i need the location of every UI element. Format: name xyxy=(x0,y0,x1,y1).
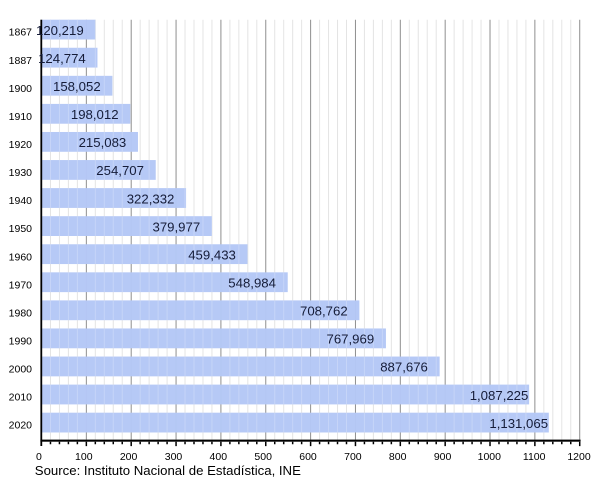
svg-text:2000: 2000 xyxy=(9,364,33,376)
svg-text:Source: Instituto Nacional de: Source: Instituto Nacional de Estadístic… xyxy=(35,463,301,478)
svg-text:379,977: 379,977 xyxy=(153,219,201,234)
svg-text:800: 800 xyxy=(389,451,407,463)
svg-text:1100: 1100 xyxy=(523,451,546,463)
svg-text:2020: 2020 xyxy=(9,420,33,432)
svg-text:900: 900 xyxy=(434,451,452,463)
svg-text:198,012: 198,012 xyxy=(71,107,119,122)
svg-text:1950: 1950 xyxy=(9,223,33,235)
svg-text:300: 300 xyxy=(165,451,183,463)
svg-text:600: 600 xyxy=(299,451,317,463)
svg-text:1,131,065: 1,131,065 xyxy=(489,416,548,431)
svg-text:708,762: 708,762 xyxy=(300,304,348,319)
svg-text:1930: 1930 xyxy=(9,167,33,179)
svg-text:322,332: 322,332 xyxy=(127,191,175,206)
svg-text:1867: 1867 xyxy=(9,27,33,39)
svg-text:1990: 1990 xyxy=(9,336,33,348)
svg-text:1900: 1900 xyxy=(9,83,33,95)
svg-text:124,774: 124,774 xyxy=(38,51,86,66)
svg-text:1940: 1940 xyxy=(9,195,33,207)
svg-text:158,052: 158,052 xyxy=(53,79,101,94)
svg-text:1887: 1887 xyxy=(9,55,33,67)
svg-text:500: 500 xyxy=(254,451,272,463)
svg-text:1,087,225: 1,087,225 xyxy=(470,388,529,403)
svg-text:1910: 1910 xyxy=(9,111,33,123)
svg-text:200: 200 xyxy=(120,451,138,463)
svg-text:1920: 1920 xyxy=(9,139,33,151)
svg-text:2010: 2010 xyxy=(9,392,33,404)
svg-text:887,676: 887,676 xyxy=(380,360,428,375)
svg-text:1200: 1200 xyxy=(567,451,591,463)
svg-text:400: 400 xyxy=(210,451,228,463)
svg-text:548,984: 548,984 xyxy=(228,276,276,291)
svg-text:1960: 1960 xyxy=(9,251,33,263)
svg-text:459,433: 459,433 xyxy=(188,248,236,263)
svg-text:767,969: 767,969 xyxy=(327,332,375,347)
svg-text:1980: 1980 xyxy=(9,307,33,319)
svg-text:700: 700 xyxy=(344,451,362,463)
svg-text:1000: 1000 xyxy=(478,451,502,463)
svg-text:254,707: 254,707 xyxy=(96,163,144,178)
svg-text:1970: 1970 xyxy=(9,279,33,291)
svg-text:215,083: 215,083 xyxy=(79,135,127,150)
svg-text:0: 0 xyxy=(36,451,42,463)
svg-text:100: 100 xyxy=(75,451,93,463)
svg-text:120,219: 120,219 xyxy=(36,23,84,38)
